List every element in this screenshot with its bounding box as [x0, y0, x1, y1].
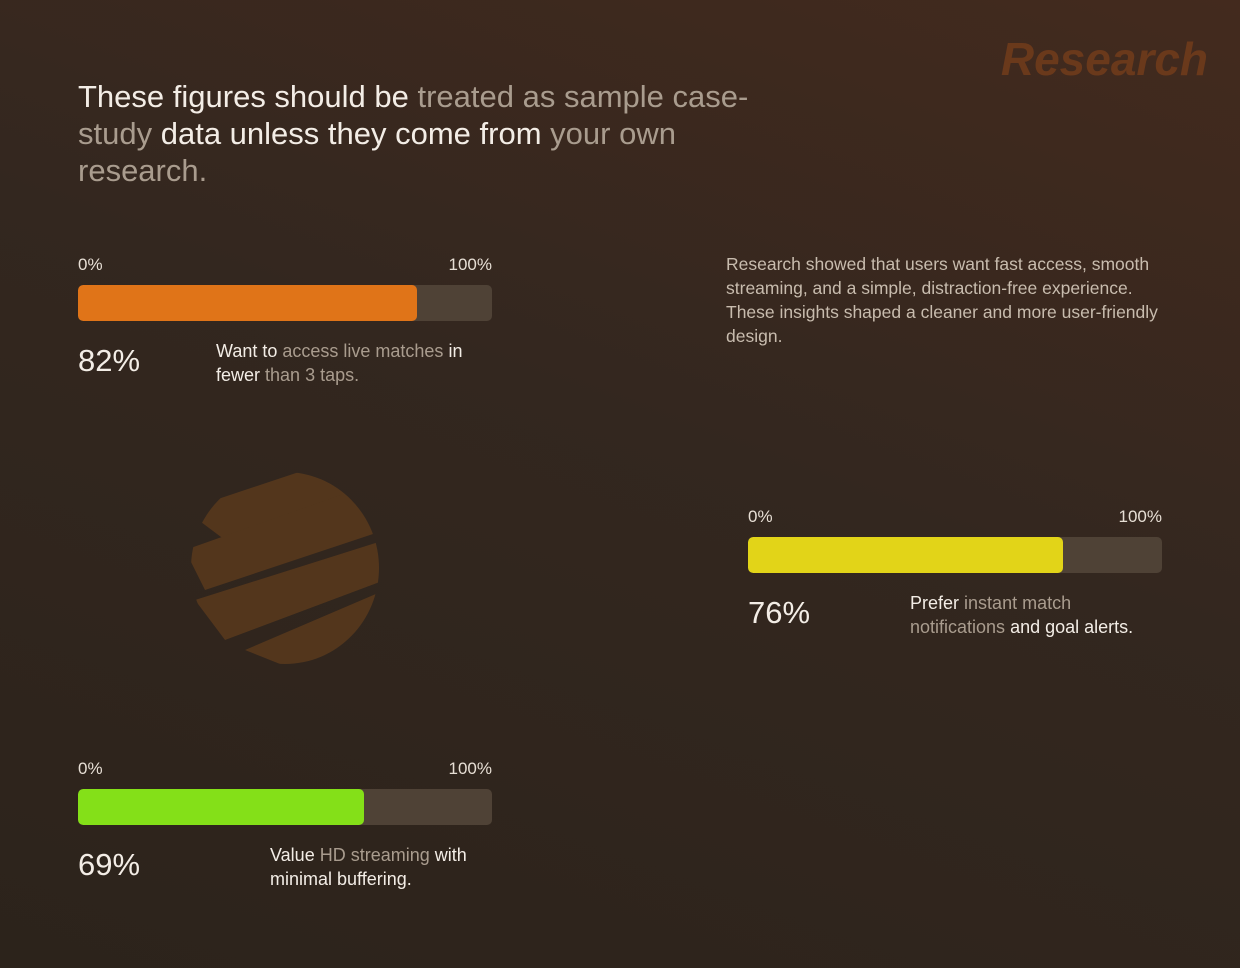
caption-segment: instant match notifications	[910, 593, 1072, 637]
caption-segment: Prefer	[910, 593, 960, 613]
stat: 0% 100% 76% Prefer instant match notificati…	[748, 507, 1162, 647]
caption-segment: and goal alerts.	[1010, 617, 1134, 637]
caption: Value HD streaming with minimal bufferin…	[270, 843, 492, 891]
caption: Prefer instant match notifications and g…	[910, 591, 1162, 639]
bar-fill	[78, 789, 364, 825]
headline: These figures should be treated as sampl…	[78, 78, 758, 189]
bar-fill	[748, 537, 1063, 573]
caption-segment: Value	[270, 845, 315, 865]
scale-label: 0%	[78, 255, 103, 274]
caption-segment: HD streaming	[319, 845, 430, 865]
caption-segment: with minimal buffering.	[270, 845, 467, 889]
bar-track	[78, 285, 492, 321]
caption-segment: in fewer	[216, 341, 463, 385]
stat: 0% 100% 69% Value HD streaming with minimal…	[78, 759, 492, 899]
scale-label: 100%	[1118, 507, 1162, 526]
headline-segment: data unless they come from	[160, 116, 542, 151]
headline-segment: your own research.	[78, 116, 676, 188]
headline-segment: These figures should be	[78, 79, 409, 114]
decorative-ball	[191, 472, 379, 664]
scale-label: 100%	[448, 255, 492, 274]
bar-track	[748, 537, 1162, 573]
caption-segment: access live matches	[282, 341, 444, 361]
headline-segment: treated as sample case-study	[78, 79, 749, 151]
bar-track	[78, 789, 492, 825]
brand: Research	[1000, 33, 1208, 85]
scale-label: 0%	[748, 507, 773, 526]
caption-segment: Want to	[216, 341, 278, 361]
caption: Want to access live matches in fewer tha…	[216, 339, 492, 387]
stat-value: 76%	[748, 595, 811, 630]
intro: Research showed that users want fast acc…	[726, 254, 1158, 346]
bar-fill	[78, 285, 418, 321]
scale-label: 0%	[78, 759, 103, 778]
stat-value: 82%	[78, 343, 141, 378]
stat-value: 69%	[78, 847, 141, 882]
scale-label: 100%	[448, 759, 492, 778]
stat: 0% 100% 82% Want to access live matches in …	[78, 255, 492, 395]
caption-segment: than 3 taps.	[265, 365, 360, 385]
